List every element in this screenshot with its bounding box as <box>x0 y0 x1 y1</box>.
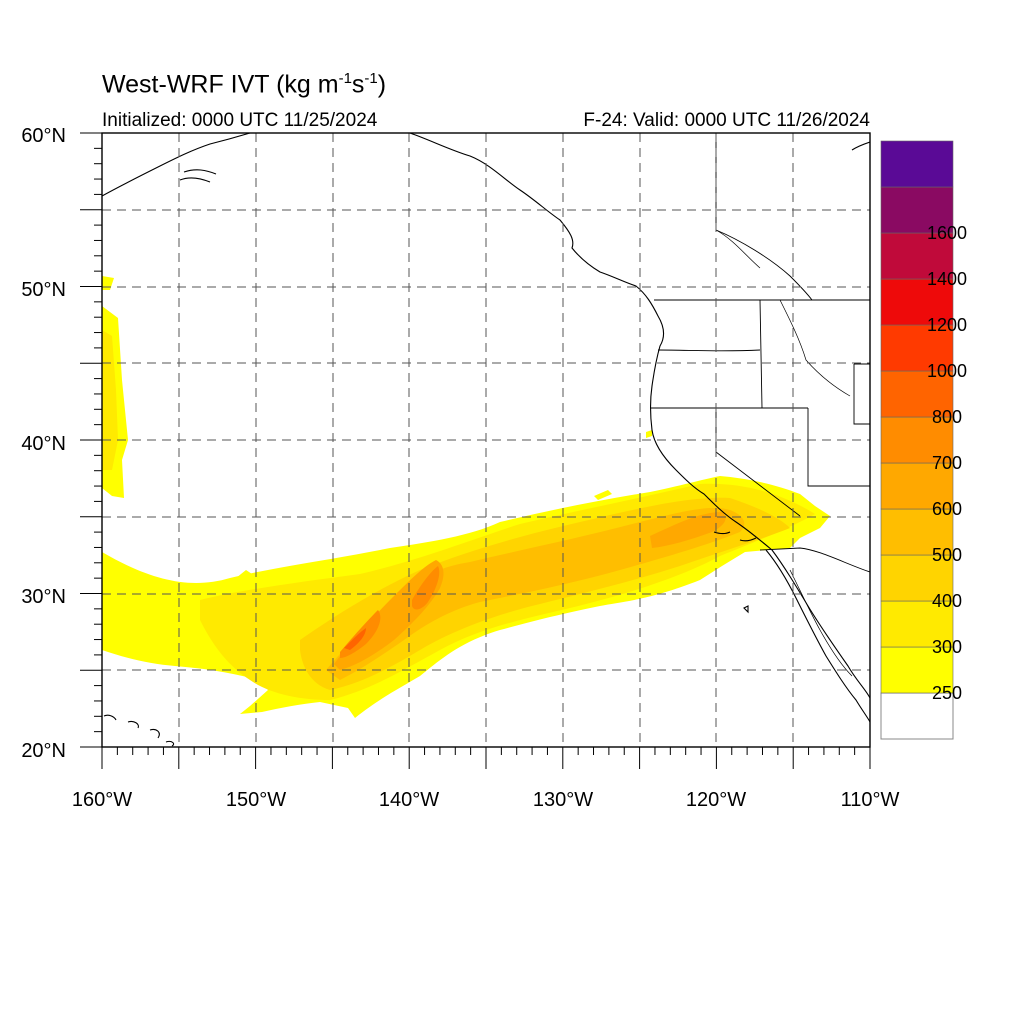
ivt-band-700 <box>340 566 440 658</box>
coastlines <box>102 133 870 747</box>
wa-or-border <box>657 349 761 352</box>
hawaii-islands <box>103 714 175 747</box>
north-american-coast <box>409 133 870 699</box>
colorbar-label: 1000 <box>927 361 967 381</box>
colorbar-bin <box>880 600 954 648</box>
lat-axis-labels: 20°N 30°N 40°N 50°N 60°N <box>21 125 66 762</box>
map-grid <box>102 133 870 747</box>
gulf-of-california-islands <box>743 605 749 614</box>
colorbar-bin <box>880 232 954 280</box>
ivt-colorbar <box>880 140 954 740</box>
colorbar-bin <box>880 370 954 418</box>
colorbar-bin <box>880 416 954 464</box>
lat-label-30n: 30°N <box>21 586 66 608</box>
ivt-band-800 <box>344 628 366 650</box>
colorbar-bin <box>880 140 954 188</box>
lon-label-150w: 150°W <box>226 789 286 811</box>
lon-label-160w: 160°W <box>72 789 132 811</box>
colorbar-label: 1200 <box>927 315 967 335</box>
ivt-band-600 <box>334 512 726 670</box>
montana-line <box>853 363 870 425</box>
ivt-fleck-2 <box>268 566 300 578</box>
lon-label-110w: 110°W <box>841 789 900 811</box>
colorbar-bin <box>880 186 954 234</box>
ivt-fleck-4 <box>646 430 652 438</box>
colorbar-label: 250 <box>932 683 962 703</box>
colorbar-label: 1600 <box>927 223 967 243</box>
bc-border <box>715 133 813 301</box>
colorbar-labels: 250 300 400 500 600 700 800 1000 1200 1400 1600 <box>927 223 967 703</box>
initialized-time: Initialized: 0000 UTC 11/25/2024 <box>102 110 378 131</box>
colorbar-label: 1400 <box>927 269 967 289</box>
lat-label-40n: 40°N <box>21 433 66 455</box>
colorbar-label: 500 <box>932 545 962 565</box>
colorbar-label: 800 <box>932 407 962 427</box>
lon-label-120w: 120°W <box>686 789 746 811</box>
ivt-band-500 <box>326 507 745 680</box>
channel-islands <box>713 531 757 542</box>
lon-axis-labels: 160°W 150°W 140°W 130°W 120°W 110°W <box>72 789 900 811</box>
lat-label-20n: 20°N <box>21 740 66 762</box>
lat-label-60n: 60°N <box>21 125 66 147</box>
baja-coast <box>765 549 870 723</box>
ivt-field <box>102 276 830 718</box>
map-title: West-WRF IVT (kg m-1s-1) <box>102 70 387 99</box>
ivt-fleck-3 <box>236 570 252 582</box>
colorbar-label: 300 <box>932 637 962 657</box>
axis-ticks <box>80 132 871 769</box>
lon-label-140w: 140°W <box>379 789 439 811</box>
colorbar-bin <box>880 646 954 694</box>
colorbar-bin-below-250 <box>880 692 954 740</box>
lon-label-130w: 130°W <box>533 789 593 811</box>
east-coast-fragment <box>851 141 870 151</box>
valid-time: F-24: Valid: 0000 UTC 11/26/2024 <box>583 110 870 131</box>
colorbar-label: 600 <box>932 499 962 519</box>
mexico-interior <box>789 569 853 677</box>
colorbar-bin <box>880 278 954 326</box>
colorbar-bin <box>880 508 954 556</box>
colorbar-label: 400 <box>932 591 962 611</box>
us-mexico-border <box>759 547 870 573</box>
colorbar-label: 700 <box>932 453 962 473</box>
colorbar-bin <box>880 324 954 372</box>
alaska-islands <box>179 169 217 183</box>
interior-rivers <box>715 229 851 397</box>
political-borders <box>650 133 870 677</box>
lat-label-50n: 50°N <box>21 279 66 301</box>
alaska-coast <box>102 133 251 197</box>
ivt-west-strip-inner <box>102 330 118 470</box>
ivt-west-strip-top <box>102 276 114 290</box>
colorbar-bin <box>880 462 954 510</box>
ivt-fleck-1 <box>594 490 612 500</box>
